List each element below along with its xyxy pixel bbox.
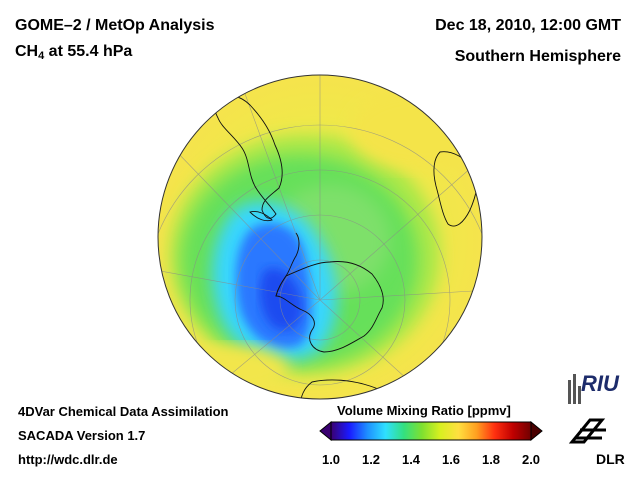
region: Southern Hemisphere	[454, 48, 621, 65]
colorbar-tick-label: 1.6	[441, 452, 461, 467]
dlr-logo-text: DLR	[596, 451, 625, 467]
colorbar	[319, 420, 543, 442]
footer-url[interactable]: http://wdc.dlr.de	[18, 452, 118, 467]
riu-logo-icon	[568, 374, 581, 404]
globe-outline	[157, 74, 483, 400]
graticule	[158, 75, 482, 399]
dlr-logo-icon	[568, 418, 606, 444]
riu-logo-text: RIU	[581, 371, 619, 396]
species-level: CH4 at 55.4 hPa	[15, 43, 132, 62]
colorbar-bar	[330, 421, 532, 441]
species-name: CH	[15, 43, 39, 60]
colorbar-tick-label: 2.0	[521, 452, 541, 467]
datetime: Dec 18, 2010, 12:00 GMT	[435, 17, 621, 34]
colorbar-tick-label: 1.2	[361, 452, 381, 467]
colorbar-tick-label: 1.0	[321, 452, 341, 467]
colorbar-high-arrow	[530, 420, 543, 442]
colorbar-low-arrow	[319, 420, 332, 442]
footer-line-1: 4DVar Chemical Data Assimilation	[18, 404, 229, 419]
colorbar-tick-label: 1.4	[401, 452, 421, 467]
colorbar-title: Volume Mixing Ratio [ppmv]	[337, 403, 511, 418]
colorbar-tick-label: 1.8	[481, 452, 501, 467]
footer-line-2: SACADA Version 1.7	[18, 428, 146, 443]
species-subscript: 4	[38, 50, 45, 62]
pressure-level: at 55.4 hPa	[44, 43, 133, 60]
title: GOME–2 / MetOp Analysis	[15, 17, 215, 34]
